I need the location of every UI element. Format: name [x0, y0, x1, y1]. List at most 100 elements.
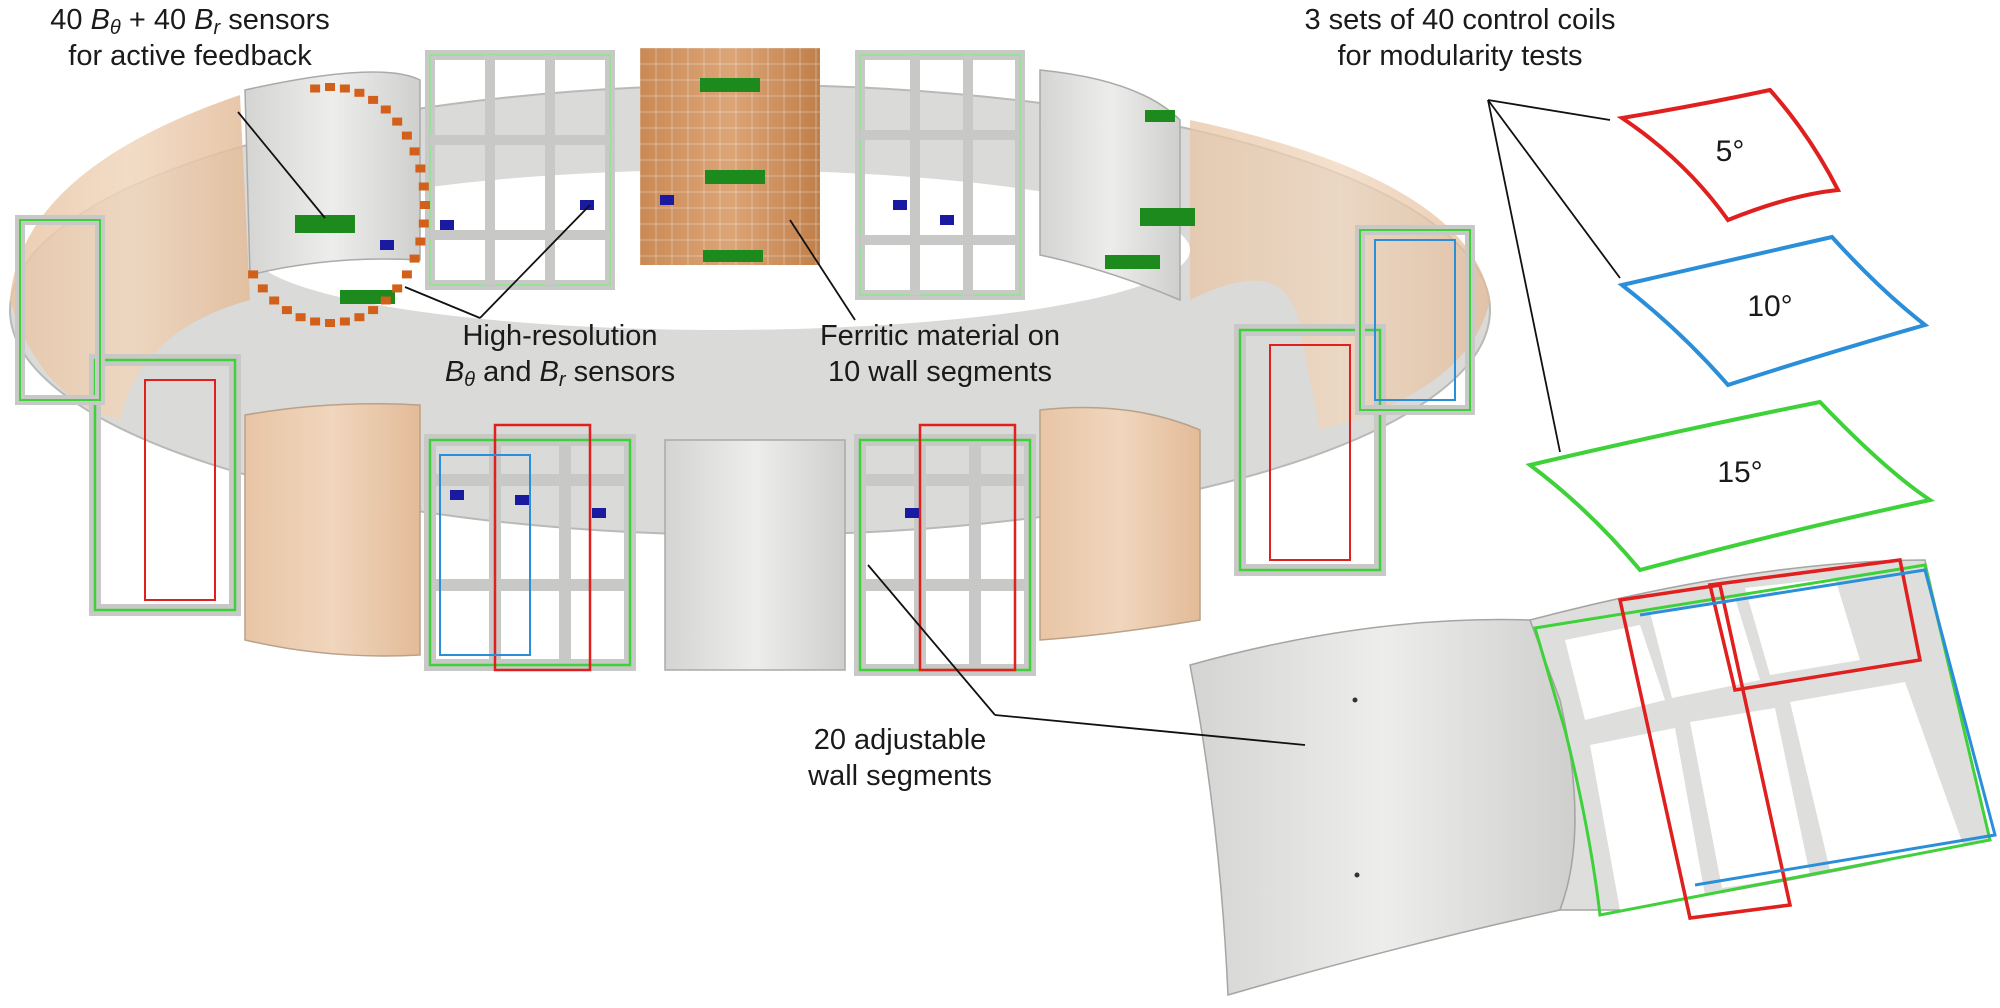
- orange-sensor: [339, 84, 350, 93]
- detached-window: [1590, 728, 1705, 910]
- orange-sensor: [420, 201, 430, 209]
- front-wall-segment: [664, 439, 846, 671]
- label-ferritic-line1: Ferritic material on: [819, 320, 1061, 352]
- label-feedback-line2: for active feedback: [68, 40, 312, 72]
- label-highres-line1: High-resolution: [462, 320, 658, 352]
- orange-sensor: [415, 237, 426, 246]
- leader-highres-1: [404, 286, 481, 319]
- label-control-coils: 3 sets of 40 control coils for modularit…: [1255, 2, 1665, 74]
- orange-sensor: [354, 313, 365, 322]
- leader-feedback: [237, 111, 326, 219]
- label-ferritic: Ferritic material on 10 wall segments: [780, 318, 1100, 390]
- feedback-sensors: [295, 78, 1195, 304]
- feedback-sensor: [700, 78, 760, 92]
- front-wall-segments: [244, 403, 1201, 671]
- leader-coils-10: [1487, 99, 1621, 279]
- orange-sensor: [325, 83, 335, 91]
- detached-wall-shell: [1189, 618, 1576, 996]
- orange-sensor: [281, 306, 292, 315]
- leader-coils-15: [1487, 99, 1561, 453]
- coil-5deg-label: 5°: [1715, 135, 1745, 168]
- feedback-sensor: [1105, 255, 1160, 269]
- orange-sensor: [248, 270, 259, 279]
- orange-sensor: [409, 147, 420, 156]
- orange-sensor: [380, 105, 391, 114]
- orange-sensor: [269, 296, 280, 305]
- orange-sensor: [339, 317, 350, 326]
- highres-sensors: [380, 195, 954, 518]
- orange-sensor: [310, 317, 321, 326]
- coil-5deg: [1616, 87, 1842, 223]
- front-coil-frames: [15, 215, 1475, 676]
- highres-sensor: [380, 240, 394, 250]
- orange-sensor: [392, 117, 403, 126]
- coil-frame-green: [93, 358, 237, 612]
- coil-frame-red: [144, 379, 216, 601]
- highres-sensor: [905, 508, 919, 518]
- orange-sensor: [257, 284, 268, 293]
- label-adjustable-line1: 20 adjustable: [813, 724, 987, 756]
- detached-sensor-mark: [1352, 697, 1358, 703]
- label-feedback-line1: 40 Bθ + 40 Br sensors: [50, 4, 330, 39]
- front-wall-ferritic: [244, 403, 421, 657]
- coil-10deg: [1617, 234, 1930, 388]
- detached-wall-segment: [1189, 558, 1997, 996]
- highres-sensor: [515, 495, 529, 505]
- label-highres-sensors: High-resolution Bθ and Br sensors: [410, 318, 710, 390]
- coil-frame-green: [19, 219, 101, 401]
- coil-10deg-label: 10°: [1747, 290, 1793, 323]
- back-coil-frames: [425, 50, 1025, 300]
- front-wall-ferritic: [1039, 406, 1201, 641]
- label-highres-line2: Bθ and Br sensors: [444, 356, 676, 391]
- orange-sensor: [295, 313, 306, 322]
- orange-sensor: [415, 164, 426, 173]
- orange-sensor: [401, 131, 412, 140]
- coil-frame: [859, 54, 1021, 296]
- coil-frame-green: [1238, 328, 1382, 572]
- orange-sensor: [368, 95, 379, 104]
- highres-sensor: [660, 195, 674, 205]
- label-ferritic-line2: 10 wall segments: [827, 356, 1053, 388]
- detached-coil-red: [1707, 558, 1923, 692]
- back-wall-segment: [244, 71, 421, 276]
- feedback-sensor: [295, 215, 355, 233]
- detached-coil-blue: [1639, 568, 1997, 887]
- coil-frame-blue: [1374, 239, 1456, 401]
- coil-15deg-label: 15°: [1717, 456, 1763, 489]
- orange-sensor: [325, 319, 335, 327]
- label-adjustable: 20 adjustable wall segments: [770, 722, 1030, 794]
- coil-frame-blue: [439, 454, 531, 656]
- leader-adjustable-2: [994, 714, 1306, 746]
- orange-sensor: [401, 270, 412, 279]
- detached-window: [1690, 708, 1810, 888]
- label-adjustable-line2: wall segments: [808, 760, 992, 792]
- right-ring-band: [1190, 120, 1490, 430]
- label-feedback-sensors: 40 Bθ + 40 Br sensors for active feedbac…: [0, 2, 380, 74]
- highres-sensor: [580, 200, 594, 210]
- feedback-sensor: [1145, 110, 1175, 122]
- highres-sensor: [440, 220, 454, 230]
- detached-sensor-mark: [1354, 872, 1360, 878]
- orange-sensor: [409, 254, 420, 263]
- detached-coil-red: [1617, 583, 1793, 920]
- orange-sensor-ring: [248, 83, 430, 327]
- back-wall-segment: [1039, 69, 1181, 302]
- coil-15deg: [1525, 399, 1936, 573]
- leader-adjustable-1: [867, 564, 996, 716]
- highres-sensor: [893, 200, 907, 210]
- coil-frame: [429, 54, 611, 286]
- left-ring-band: [10, 95, 250, 420]
- detached-coil-green: [1533, 563, 1992, 917]
- leader-highres-2: [479, 204, 591, 319]
- coil-frame-green: [428, 438, 632, 667]
- feedback-sensor: [703, 250, 763, 262]
- leader-ferritic: [789, 219, 856, 321]
- orange-sensor: [418, 219, 429, 228]
- leader-lines: [237, 99, 1621, 746]
- leader-coils-5: [1487, 99, 1611, 121]
- feedback-sensor: [1140, 208, 1195, 226]
- label-coils-line2: for modularity tests: [1337, 40, 1583, 72]
- feedback-sensor: [705, 170, 765, 184]
